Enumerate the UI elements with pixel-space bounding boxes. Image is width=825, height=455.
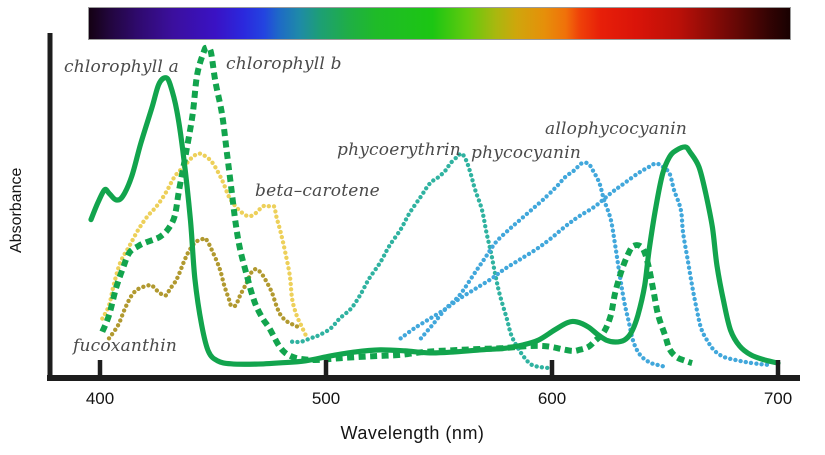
curve-beta-carotene (100, 151, 308, 338)
curve-fucoxanthin (106, 236, 304, 341)
y-axis-title: Absorbance (8, 167, 25, 254)
x-tick-label-400: 400 (85, 389, 115, 408)
visible-light-spectrum-bar (88, 7, 791, 40)
x-tick-label-500: 500 (311, 389, 341, 408)
x-tick-label-700: 700 (763, 389, 793, 408)
label-allophycocyanin: allophycocyanin (545, 119, 688, 139)
curve-phycoerythrin (289, 151, 552, 371)
label-beta-carotene: beta–carotene (255, 181, 380, 201)
curve-chlorophyll-b (99, 44, 693, 366)
label-chlorophyll-a: chlorophyll a (64, 57, 179, 77)
label-phycocyanin: phycocyanin (471, 143, 581, 163)
curve-allophycocyanin (398, 161, 774, 368)
x-axis-title: Wavelength (nm) (340, 423, 485, 443)
label-phycoerythrin: phycoerythrin (337, 140, 461, 160)
x-tick-label-600: 600 (537, 389, 567, 408)
curve-phycocyanin (418, 160, 670, 370)
label-fucoxanthin: fucoxanthin (73, 336, 178, 356)
label-chlorophyll-b: chlorophyll b (226, 54, 342, 74)
curve-chlorophyll-a (88, 75, 781, 367)
